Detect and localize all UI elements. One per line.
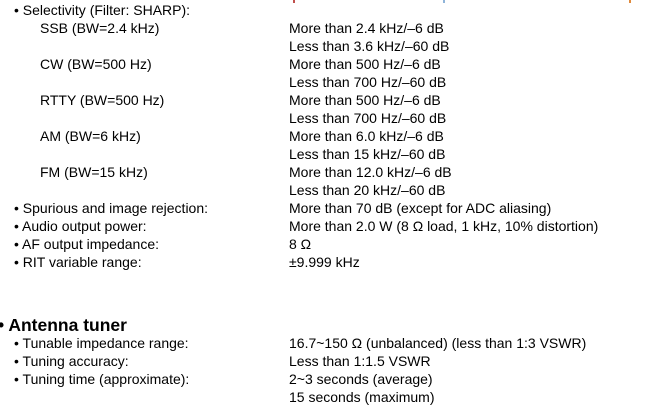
spec-label: • Audio output power: — [14, 218, 147, 234]
spec-value: More than 12.0 kHz/–6 dB — [289, 164, 452, 180]
spec-value: Less than 700 Hz/–60 dB — [289, 74, 447, 90]
spec-label: • Spurious and image rejection: — [14, 200, 209, 216]
spec-value: ±9.999 kHz — [289, 254, 360, 270]
spec-value: More than 2.4 kHz/–6 dB — [289, 20, 444, 36]
spec-value: More than 2.0 W (8 Ω load, 1 kHz, 10% di… — [289, 218, 599, 234]
spec-value: More than 500 Hz/–6 dB — [289, 92, 441, 108]
section-heading-antenna-tuner: • Antenna tuner — [0, 315, 127, 335]
spec-value: More than 70 dB (except for ADC aliasing… — [289, 200, 552, 216]
spec-value: 2~3 seconds (average) — [289, 371, 433, 387]
spec-value: More than 500 Hz/–6 dB — [289, 56, 441, 72]
spec-value: 8 Ω — [289, 236, 312, 252]
table-border-mark — [629, 0, 631, 3]
spec-value: Less than 1:1.5 VSWR — [289, 353, 431, 369]
mode-label: FM (BW=15 kHz) — [40, 164, 148, 180]
mode-label: SSB (BW=2.4 kHz) — [40, 20, 160, 36]
spec-value: Less than 20 kHz/–60 dB — [289, 182, 446, 198]
spec-value: More than 6.0 kHz/–6 dB — [289, 128, 444, 144]
selectivity-label: • Selectivity (Filter: SHARP): — [14, 2, 191, 18]
table-border-mark — [443, 0, 445, 3]
spec-value: Less than 3.6 kHz/–60 dB — [289, 38, 450, 54]
mode-label: RTTY (BW=500 Hz) — [40, 92, 165, 108]
spec-value: 16.7~150 Ω (unbalanced) (less than 1:3 V… — [289, 335, 587, 351]
mode-label: CW (BW=500 Hz) — [40, 56, 152, 72]
spec-label: • Tunable impedance range: — [14, 335, 189, 351]
spec-value: 15 seconds (maximum) — [289, 389, 435, 405]
spec-label: • Tuning time (approximate): — [14, 371, 190, 387]
table-border-mark — [293, 0, 295, 3]
spec-label: • Tuning accuracy: — [14, 353, 129, 369]
spec-value: Less than 15 kHz/–60 dB — [289, 146, 446, 162]
spec-label: • AF output impedance: — [14, 236, 159, 252]
spec-value: Less than 700 Hz/–60 dB — [289, 110, 447, 126]
spec-label: • RIT variable range: — [14, 254, 142, 270]
mode-label: AM (BW=6 kHz) — [40, 128, 141, 144]
